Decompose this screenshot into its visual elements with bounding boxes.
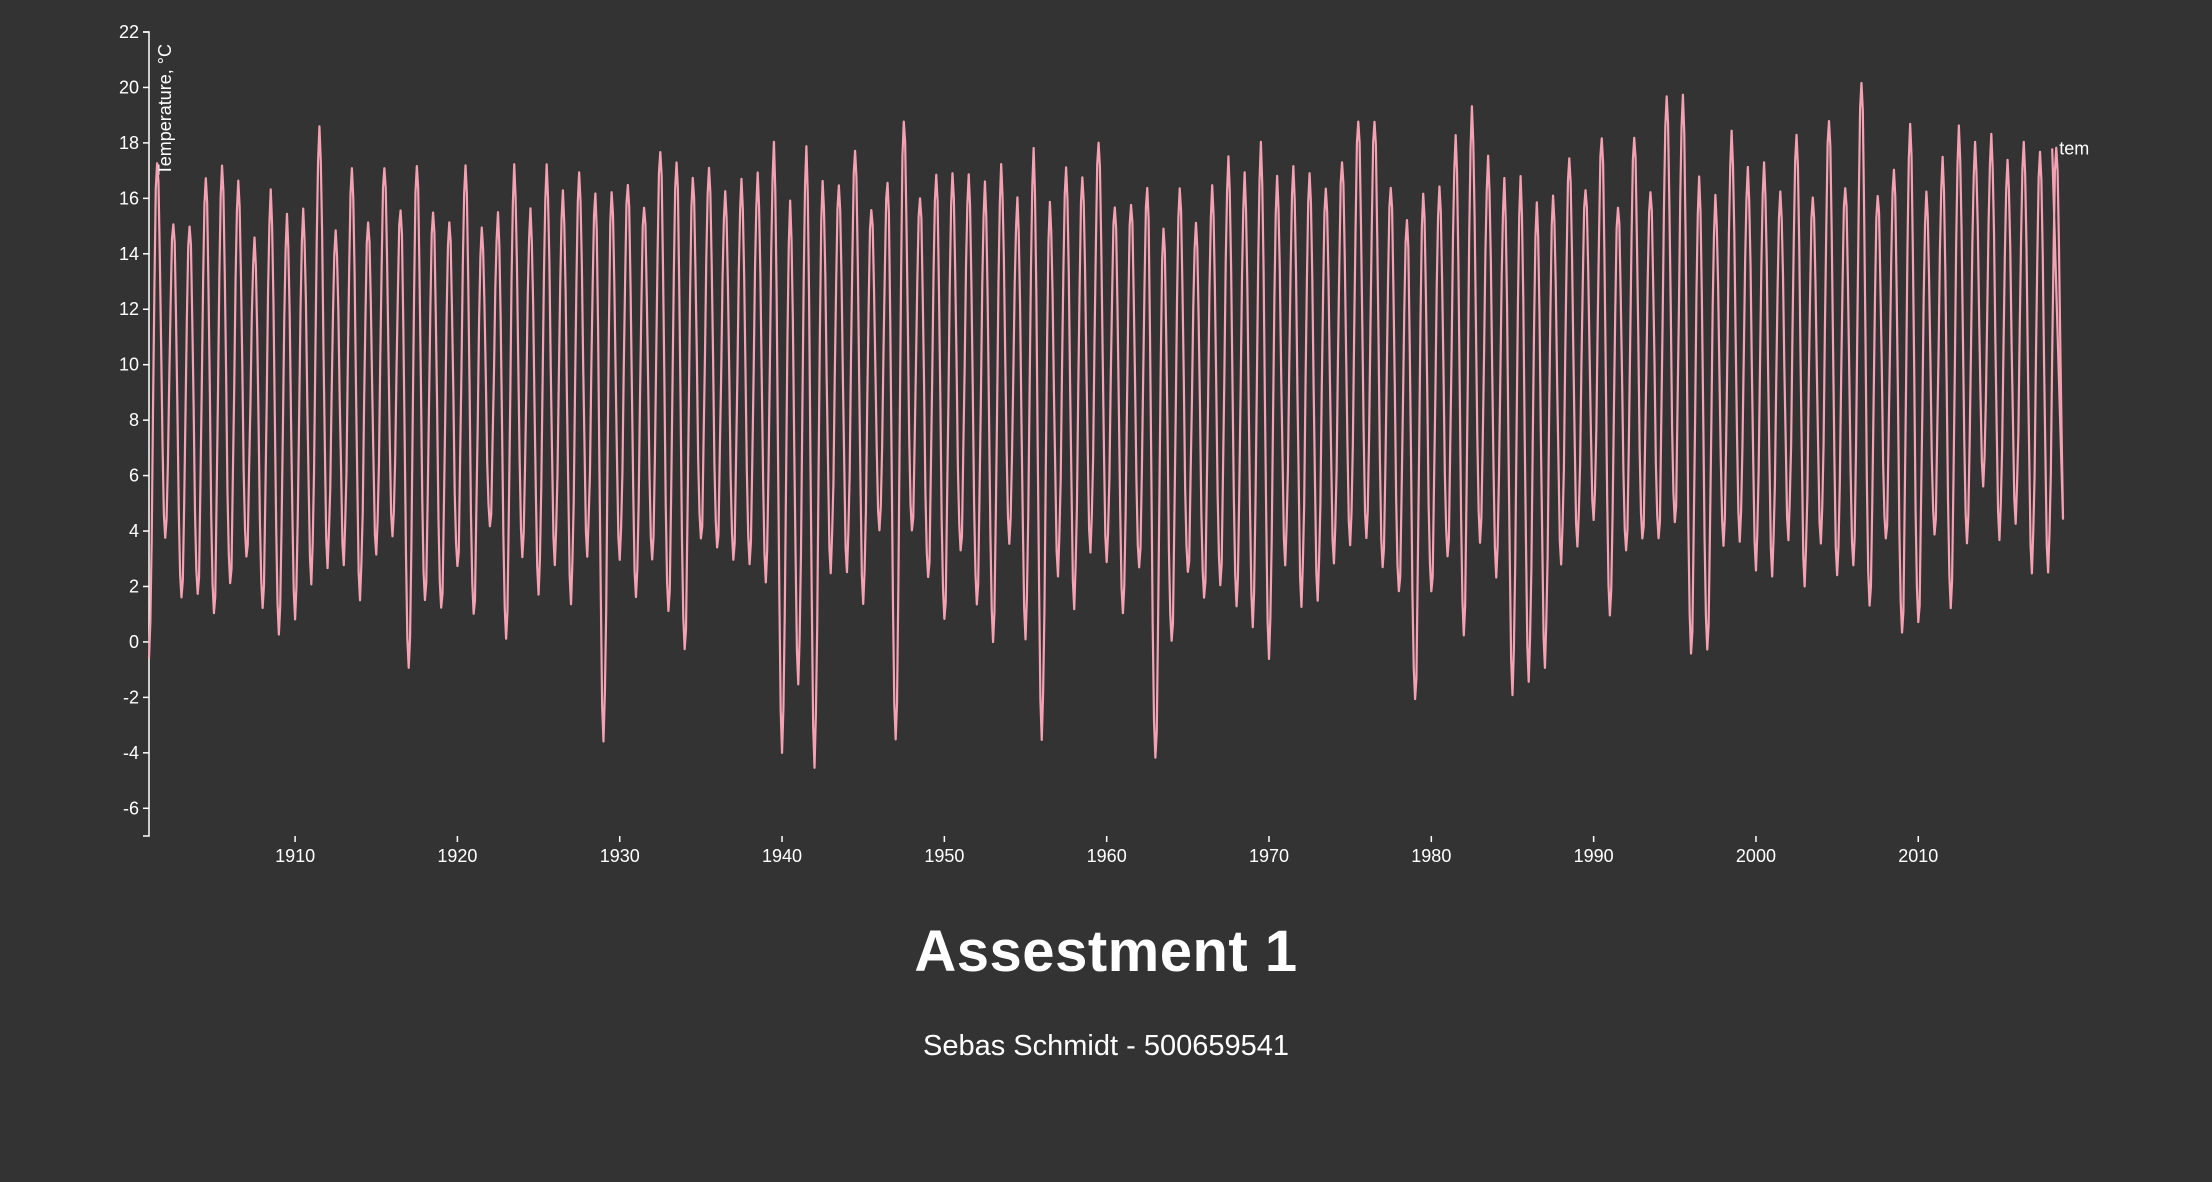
y-tick-label: -6 — [123, 798, 139, 818]
x-tick-label: 1950 — [924, 846, 964, 866]
x-tick-label: 1970 — [1249, 846, 1289, 866]
y-tick-label: 6 — [129, 466, 139, 486]
x-tick-label: 1990 — [1574, 846, 1614, 866]
x-tick-label: 1920 — [437, 846, 477, 866]
y-axis-title: Temperature, °C — [155, 44, 175, 175]
y-tick-label: 8 — [129, 410, 139, 430]
y-tick-label: -2 — [123, 687, 139, 707]
x-tick-label: 2000 — [1736, 846, 1776, 866]
y-tick-label: -4 — [123, 743, 139, 763]
series-line-tem — [147, 81, 2065, 769]
y-tick-label: 2 — [129, 576, 139, 596]
page-subtitle: Sebas Schmidt - 500659541 — [923, 1030, 1289, 1062]
y-tick-label: 12 — [119, 299, 139, 319]
y-tick-label: 20 — [119, 77, 139, 97]
y-tick-label: 0 — [129, 632, 139, 652]
y-tick-label: 22 — [119, 22, 139, 42]
x-tick-label: 1980 — [1411, 846, 1451, 866]
x-axis: 1910 1920 1930 1940 1950 1960 1970 1980 1990 2000… — [275, 836, 1938, 866]
x-tick-label: 2010 — [1898, 846, 1938, 866]
y-tick-label: 18 — [119, 133, 139, 153]
page-title: Assestment 1 — [914, 919, 1298, 984]
y-tick-label: 4 — [129, 521, 139, 541]
x-tick-label: 1910 — [275, 846, 315, 866]
x-tick-label: 1930 — [600, 846, 640, 866]
y-axis-line — [143, 31, 150, 837]
x-tick-label: 1940 — [762, 846, 802, 866]
y-tick-label: 14 — [119, 244, 139, 264]
y-tick-label: 16 — [119, 188, 139, 208]
series-label-tem: tem — [2059, 138, 2089, 158]
x-tick-label: 1960 — [1087, 846, 1127, 866]
y-tick-label: 10 — [119, 355, 139, 375]
